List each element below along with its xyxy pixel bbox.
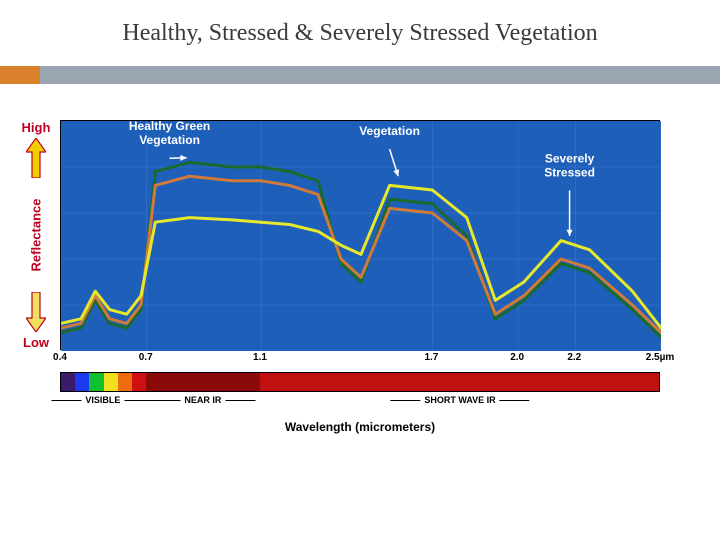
- band-color: [104, 373, 118, 391]
- x-tick: 0.7: [139, 352, 153, 363]
- accent-gray: [40, 66, 720, 84]
- band-color: [75, 373, 89, 391]
- x-axis-label: Wavelength (micrometers): [60, 420, 660, 434]
- band-color: [118, 373, 132, 391]
- accent-bar: [0, 66, 720, 84]
- svg-text:Vegetation: Vegetation: [139, 133, 200, 147]
- arrow-down-icon: [26, 292, 46, 332]
- band-label: SHORT WAVE IR: [424, 395, 495, 405]
- y-high-label: High: [12, 120, 60, 135]
- y-axis: High Reflectance Low: [12, 120, 60, 350]
- band-color: [89, 373, 103, 391]
- page-title: Healthy, Stressed & Severely Stressed Ve…: [0, 20, 720, 47]
- x-tick: 2.0: [510, 352, 524, 363]
- x-tick: 0.4: [53, 352, 67, 363]
- band-segment: [146, 373, 260, 391]
- x-tick: 2.2: [567, 352, 581, 363]
- band-color: [260, 373, 659, 391]
- plot-area: Healthy GreenVegetationStressedVegetatio…: [60, 120, 660, 350]
- chart: High Reflectance Low Healthy GreenVegeta…: [60, 120, 660, 460]
- x-tick: 1.1: [253, 352, 267, 363]
- band-label: NEAR IR: [184, 395, 221, 405]
- band-color: [61, 373, 75, 391]
- accent-orange: [0, 66, 40, 84]
- band-segment: [260, 373, 659, 391]
- y-low-label: Low: [12, 335, 60, 350]
- x-ticks: 0.40.71.11.72.02.22.5µm: [60, 352, 660, 368]
- arrow-up-icon: [26, 138, 46, 178]
- y-axis-label: Reflectance: [29, 199, 44, 272]
- plot-svg: Healthy GreenVegetationStressedVegetatio…: [61, 121, 661, 351]
- x-tick: 2.5µm: [646, 352, 675, 363]
- band-label: VISIBLE: [85, 395, 120, 405]
- band-color: [132, 373, 146, 391]
- band-segment: [61, 373, 146, 391]
- svg-text:Healthy Green: Healthy Green: [129, 121, 210, 133]
- x-tick: 1.7: [424, 352, 438, 363]
- slide: Healthy, Stressed & Severely Stressed Ve…: [0, 0, 720, 540]
- svg-text:Stressed: Stressed: [544, 165, 595, 179]
- svg-text:Severely: Severely: [545, 151, 595, 165]
- spectrum-band: [60, 372, 660, 392]
- svg-text:Vegetation: Vegetation: [359, 124, 420, 138]
- band-color: [146, 373, 260, 391]
